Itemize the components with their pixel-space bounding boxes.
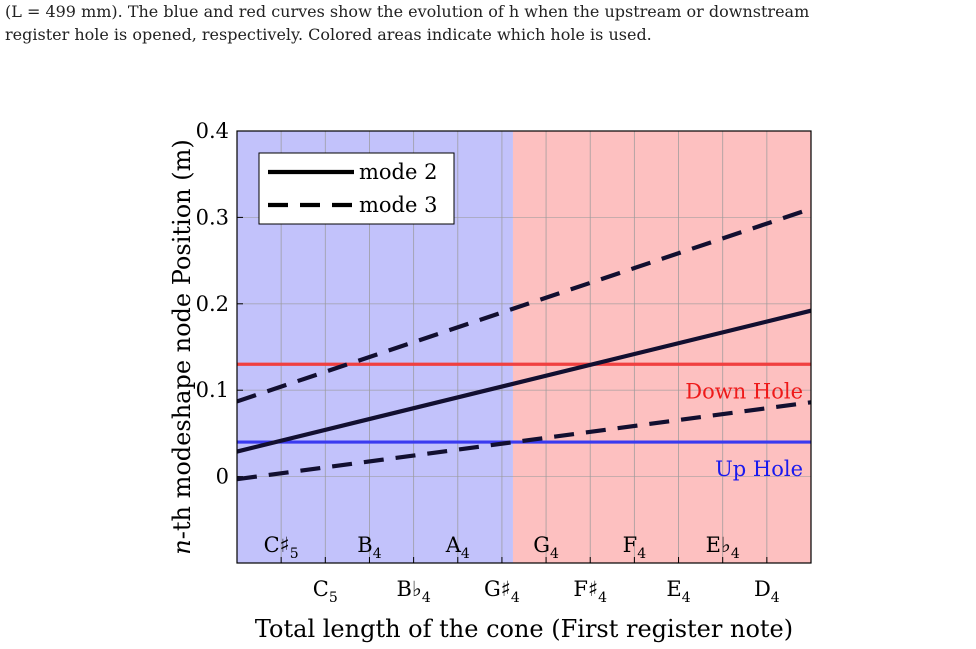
- legend: mode 2 mode 3: [258, 152, 455, 225]
- y-axis-label: n-th modeshape node Position (m): [168, 139, 196, 554]
- y-tick-label: 0.4: [196, 119, 229, 143]
- y-tick-labels: 0 0.1 0.2 0.3 0.4: [196, 119, 229, 489]
- mode-2-line: [237, 308, 811, 454]
- legend-label: mode 2: [359, 160, 437, 184]
- x-note-label: E♭4: [706, 533, 740, 562]
- y-tick-label: 0.1: [196, 378, 229, 402]
- mode-3-line: [237, 206, 811, 404]
- figure-caption: (L = 499 mm). The blue and red curves sh…: [5, 0, 971, 46]
- mode-3-lower-branch-line: [237, 400, 811, 482]
- caption-line-1: (L = 499 mm). The blue and red curves sh…: [5, 2, 810, 21]
- x-note-label: B4: [357, 533, 381, 562]
- x-note-label: D4: [754, 577, 780, 606]
- x-note-labels: C♯5 C5 B4 B♭4 A4 G♯4 G4 F♯4 F4 E4 E♭4 D4: [264, 533, 780, 606]
- x-note-label: G4: [533, 533, 559, 562]
- x-note-label: F♯4: [573, 577, 607, 606]
- caption-line-2: register hole is opened, respectively. C…: [5, 25, 652, 44]
- x-note-label: G♯4: [484, 577, 520, 606]
- y-tick-label: 0: [216, 465, 229, 489]
- x-axis-label: Total length of the cone (First register…: [255, 615, 793, 643]
- hole-labels: Down Hole Up Hole: [685, 379, 803, 481]
- legend-label: mode 3: [359, 193, 437, 217]
- x-note-label: E4: [666, 577, 690, 606]
- x-note-label: C5: [313, 577, 338, 606]
- x-note-label: B♭4: [396, 577, 430, 606]
- up-hole-label: Up Hole: [715, 457, 803, 481]
- legend-box: [258, 152, 455, 225]
- x-note-label: A4: [445, 533, 470, 562]
- series-lines: [237, 206, 811, 482]
- down-hole-label: Down Hole: [685, 379, 803, 403]
- axes-box: [236, 130, 812, 564]
- x-note-label: F4: [623, 533, 647, 562]
- y-tick-label: 0.3: [196, 205, 229, 229]
- x-note-label: C♯5: [264, 533, 299, 562]
- y-tick-label: 0.2: [196, 292, 229, 316]
